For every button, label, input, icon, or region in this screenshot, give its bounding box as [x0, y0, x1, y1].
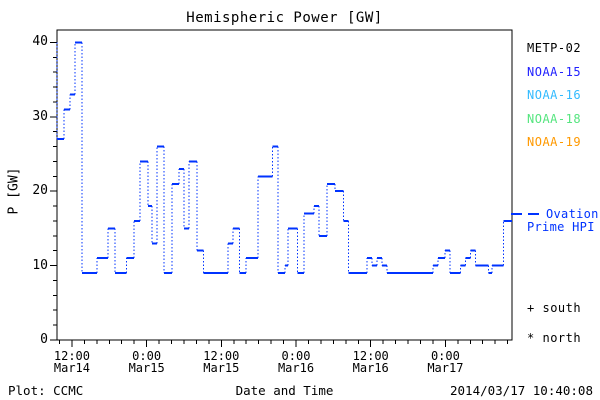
ovation-label-line1: Ovation: [546, 207, 599, 221]
south-marker-label: south: [542, 301, 582, 315]
asterisk-marker-icon: *: [527, 331, 535, 345]
plus-marker-icon: +: [527, 301, 535, 315]
y-tick-label: 40: [32, 34, 48, 50]
hpi-step-line-vertical: [56, 42, 504, 273]
x-tick-label: 0:00 Mar17: [413, 350, 477, 374]
legend-item-noaa-18: NOAA-18: [527, 111, 582, 126]
x-tick-time: 12:00: [203, 349, 240, 363]
chart-title: Hemispheric Power [GW]: [186, 10, 383, 26]
x-axis-title: Date and Time: [235, 383, 334, 398]
x-tick-label: 0:00 Mar16: [264, 350, 328, 374]
y-tick-label: 30: [32, 108, 48, 124]
legend-item-noaa-15: NOAA-15: [527, 64, 582, 79]
hpi-step-line-horizontal: [57, 41, 512, 274]
north-marker-legend: * north: [527, 331, 581, 345]
x-tick-date: Mar15: [128, 361, 165, 375]
x-tick-time: 0:00: [132, 349, 162, 363]
x-tick-label: 12:00 Mar14: [40, 350, 104, 374]
legend-item-noaa-19: NOAA-19: [527, 135, 582, 149]
plot-timestamp: 2014/03/17 10:40:08: [450, 383, 593, 398]
ovation-line-sample-icon: [528, 213, 539, 215]
south-marker-legend: + south: [527, 301, 581, 315]
legend-item-metp-02: METP-02: [527, 41, 582, 55]
ovation-label-line2: Prime HPI: [527, 220, 595, 234]
x-tick-date: Mar14: [53, 361, 90, 375]
x-tick-time: 0:00: [430, 349, 460, 363]
legend-item-noaa-16: NOAA-16: [527, 88, 582, 102]
x-tick-label: 12:00 Mar15: [189, 350, 253, 374]
ovation-line-sample-icon: [511, 213, 522, 215]
x-tick-date: Mar17: [427, 361, 464, 375]
x-tick-label: 12:00 Mar16: [339, 350, 403, 374]
plot-credit: Plot: CCMC: [8, 383, 84, 398]
y-tick-label: 20: [32, 183, 48, 199]
x-tick-date: Mar16: [352, 361, 389, 375]
x-tick-time: 12:00: [53, 349, 90, 363]
x-tick-label: 0:00 Mar15: [115, 350, 179, 374]
x-tick-time: 0:00: [281, 349, 311, 363]
x-tick-date: Mar15: [203, 361, 240, 375]
y-tick-label: 10: [32, 257, 48, 273]
y-tick-label: 0: [40, 332, 48, 347]
north-marker-label: north: [542, 331, 582, 345]
x-tick-date: Mar16: [277, 361, 315, 375]
x-tick-time: 12:00: [352, 349, 389, 363]
axes-frame: [56, 29, 513, 341]
